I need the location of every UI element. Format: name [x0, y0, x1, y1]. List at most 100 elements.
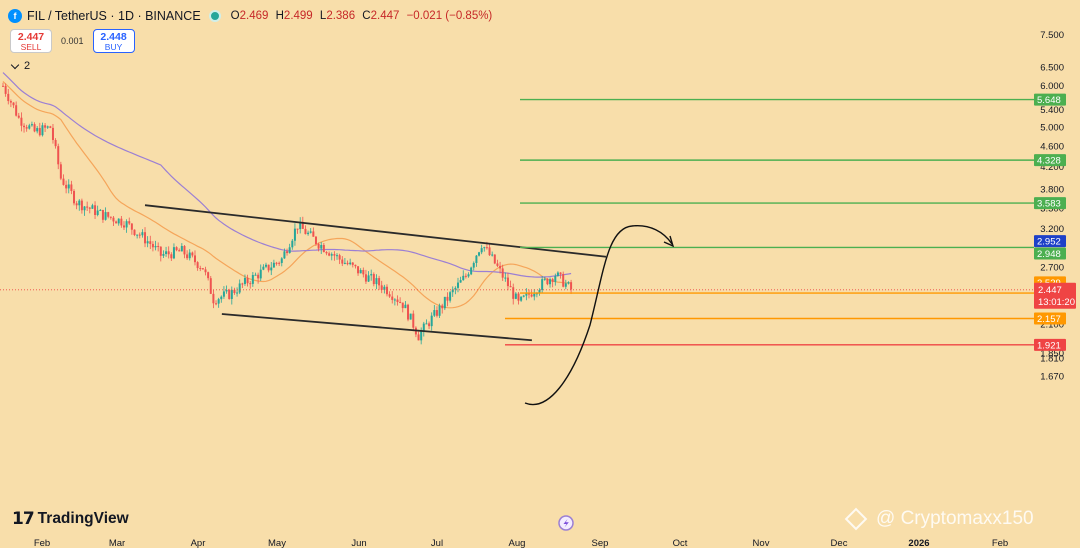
candle-body	[238, 283, 241, 293]
support-8-tag	[1034, 338, 1066, 351]
candle-body	[17, 115, 20, 118]
channel-upper-line[interactable]	[144, 204, 607, 258]
candle-body	[73, 190, 76, 204]
candle-body	[549, 279, 552, 285]
candle-body	[75, 203, 78, 206]
candle-body	[46, 126, 49, 128]
time-tick-5: Jul	[431, 538, 443, 548]
candle-body	[391, 296, 394, 300]
candle-body	[186, 254, 189, 259]
moving-average-4-tag-text: 2.952	[1037, 237, 1061, 248]
candle-body	[467, 274, 470, 277]
price-tick-3: 5.400	[1040, 105, 1064, 116]
resistance-2-tag-text: 3.583	[1037, 199, 1061, 210]
candle-body	[212, 293, 215, 304]
candle-body	[483, 247, 486, 249]
price-tick-6: 4.200	[1040, 162, 1064, 173]
candle-body	[364, 274, 367, 282]
candle-body	[430, 315, 433, 327]
candle-body	[488, 247, 491, 256]
candle-body	[425, 323, 428, 325]
sell-label: SELL	[20, 42, 42, 52]
candle-body	[204, 269, 207, 273]
sell-button[interactable]: 2.447 SELL	[10, 29, 52, 53]
last-price-value: 2.447	[1038, 285, 1062, 296]
buy-button[interactable]: 2.448 BUY	[92, 29, 135, 53]
candle-body	[144, 232, 147, 244]
candle-body	[522, 295, 525, 297]
moving-average-4-tag	[1034, 235, 1066, 248]
logo-text: TradingView	[37, 510, 129, 527]
candle-body	[535, 293, 538, 295]
candle-body	[543, 278, 546, 280]
countdown-value: 13:01:20	[1038, 297, 1075, 308]
candle-body	[193, 255, 196, 263]
candle-body	[304, 228, 307, 235]
time-tick-1: Mar	[109, 538, 125, 548]
candle-body	[464, 275, 467, 277]
candle-body	[109, 216, 112, 218]
candle-body	[312, 231, 315, 237]
candle-body	[336, 255, 339, 257]
candle-body	[70, 184, 73, 191]
candle-body	[533, 293, 536, 297]
candle-body	[199, 268, 202, 270]
resistance-0-tag-text: 5.648	[1037, 95, 1061, 106]
channel-lower-line[interactable]	[221, 313, 532, 342]
candle-body	[120, 218, 123, 226]
price-tick-1: 6.500	[1040, 63, 1064, 74]
tradingview-icon: 17	[12, 509, 35, 529]
candle-body	[420, 331, 423, 341]
candle-body	[249, 283, 252, 285]
candle-body	[183, 246, 186, 255]
candle-body	[125, 221, 128, 228]
candle-body	[251, 275, 254, 284]
candle-body	[51, 127, 54, 140]
resistance-3-tag	[1034, 247, 1066, 260]
time-axis[interactable]: Feb Mar Apr May Jun Jul Aug Sep Oct Nov Dec 2026 Feb	[34, 538, 1008, 548]
arrowhead-icon	[663, 235, 675, 248]
candle-body	[435, 310, 438, 316]
tradingview-logo: 17 TradingView	[12, 509, 129, 529]
symbol-title[interactable]: FIL / TetherUS · 1D · BINANCE	[27, 9, 201, 23]
candle-body	[86, 206, 89, 208]
candle-body	[343, 262, 346, 264]
candle-body	[309, 231, 312, 233]
projection-path[interactable]	[524, 225, 673, 406]
candle-body	[383, 286, 386, 290]
candle-body	[520, 296, 523, 301]
candle-body	[44, 125, 47, 128]
candle-body	[509, 286, 512, 288]
candle-body	[278, 262, 281, 264]
resistance-1-tag	[1034, 154, 1066, 167]
replay-icon[interactable]	[558, 515, 574, 531]
chart-header: f FIL / TetherUS · 1D · BINANCE O2.469 H…	[8, 6, 496, 26]
candle-body	[201, 268, 204, 270]
candle-body	[554, 275, 557, 282]
candle-body	[104, 212, 107, 220]
price-tick-10: 2.700	[1040, 262, 1064, 273]
candle-body	[530, 294, 533, 297]
price-tick-9: 3.200	[1040, 224, 1064, 235]
candle-body	[462, 275, 465, 281]
candle-body	[154, 245, 157, 248]
candle-body	[83, 206, 86, 211]
candle-body	[91, 205, 94, 209]
candle-body	[441, 305, 444, 309]
candle-body	[388, 294, 391, 297]
resistance-3-tag-text: 2.948	[1037, 249, 1061, 260]
close-value: 2.447	[370, 10, 400, 22]
candle-body	[491, 254, 494, 256]
candle-body	[138, 234, 141, 236]
price-tick-2: 6.000	[1040, 81, 1064, 92]
ma-orange-line	[2, 80, 572, 309]
candle-body	[15, 105, 18, 116]
candle-body	[506, 277, 509, 287]
candle-body	[220, 296, 223, 300]
support-8-tag-text: 1.921	[1037, 340, 1061, 351]
candle-body	[480, 248, 483, 253]
candle-body	[564, 283, 567, 287]
indicators-toggle[interactable]: 2	[10, 60, 30, 72]
candle-body	[94, 205, 97, 215]
